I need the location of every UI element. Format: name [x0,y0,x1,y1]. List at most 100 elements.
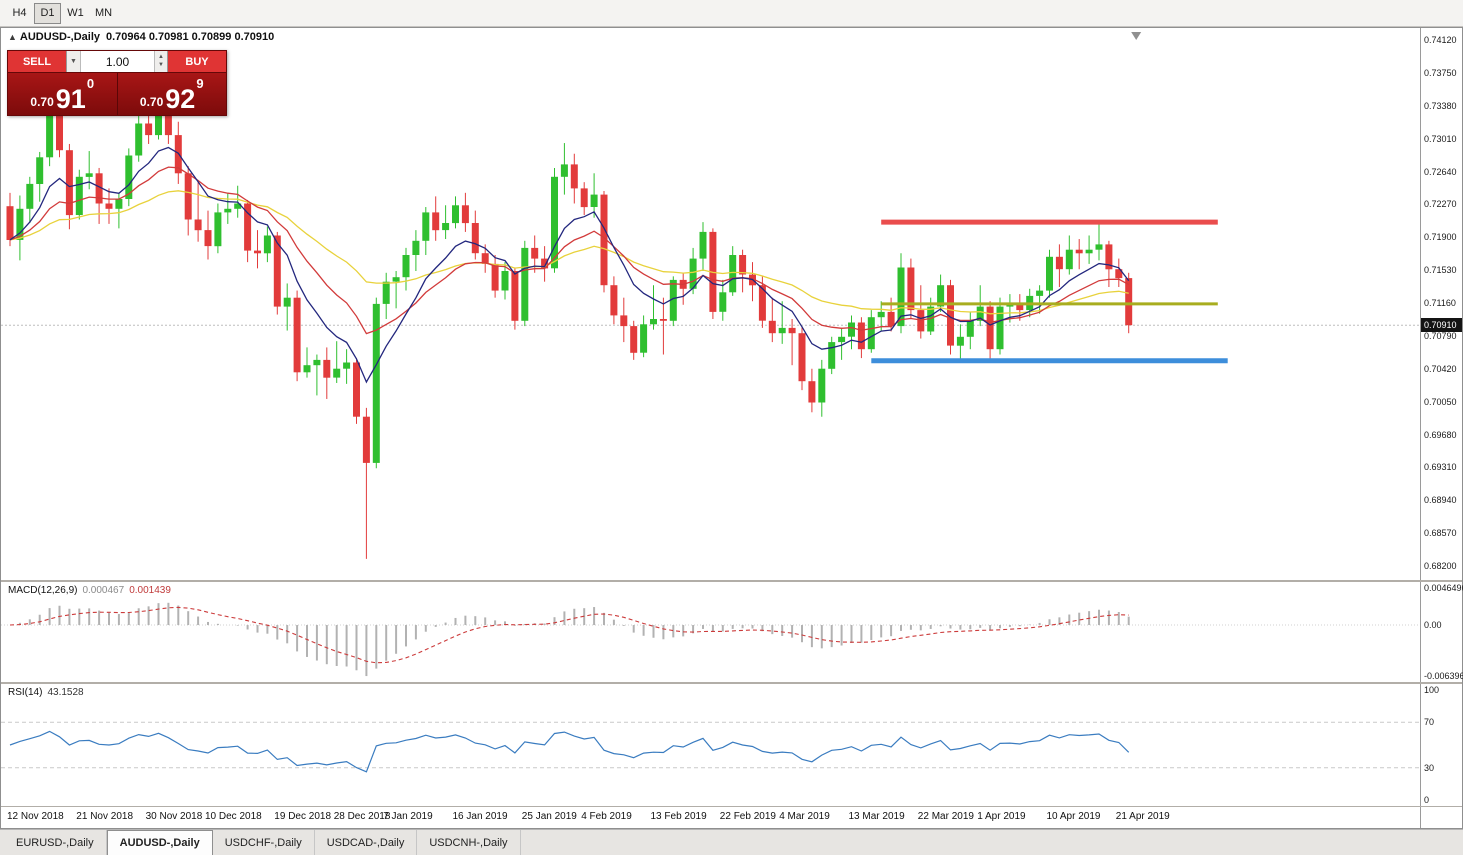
price-axis-label: 0.68570 [1424,528,1457,539]
time-axis-label: 28 Dec 2018 [333,811,391,822]
macd-axis-min-label: -0.0063965 [1424,671,1463,681]
macd-main-value: 0.000467 [82,585,125,596]
price-axis-label: 0.74120 [1424,35,1457,45]
chart-title: ▲ AUDUSD-,Daily 0.70964 0.70981 0.70899 0.… [8,31,274,43]
time-axis-label: 10 Dec 2018 [205,811,262,822]
chart-window: 0.74120 0.73750 0.73380 0.73010 0.72640 0.722… [0,27,1463,829]
time-axis-label: 21 Apr 2019 [1115,811,1170,822]
timeframe-toolbar: H4 D1 W1 MN [0,0,1463,27]
sell-price-sup: 0 [86,76,95,91]
rsi-axis-70-label: 70 [1424,717,1435,728]
volume-input[interactable] [81,51,154,72]
macd-plot[interactable] [1,582,1420,682]
time-axis-label: 7 Jan 2019 [383,811,433,822]
chart-ohlc-values: 0.70964 0.70981 0.70899 0.70910 [106,31,275,43]
tab-eurusd-daily[interactable]: EURUSD-,Daily [4,830,107,855]
time-axis-label: 4 Mar 2019 [779,811,830,822]
sell-price-big: 91 [55,84,86,115]
main-plot[interactable] [1,28,1420,580]
spinner-down-icon[interactable]: ▼ [158,61,164,68]
volume-spinner[interactable]: ▲ ▼ [154,51,168,72]
price-axis-label: 0.73750 [1424,67,1457,78]
price-axis-label: 0.70420 [1424,363,1457,374]
time-axis-label: 25 Jan 2019 [521,811,577,822]
chevron-down-icon: ▼ [70,58,77,65]
price-axis-label: 0.69680 [1424,429,1457,440]
sell-price[interactable]: 0.70 91 0 [8,73,117,115]
macd-axis-zero-label: 0.00 [1424,620,1442,631]
rsi-label: RSI(14) 43.1528 [8,687,84,698]
time-axis-label: 12 Nov 2018 [7,811,64,822]
time-axis-label: 13 Mar 2019 [848,811,905,822]
timeframe-mn-button[interactable]: MN [94,7,113,19]
spinner-up-icon[interactable]: ▲ [158,54,164,61]
price-axis-label: 0.73010 [1424,133,1457,144]
rsi-axis-30-label: 30 [1424,762,1435,773]
current-price-tag: 0.70910 [1421,318,1462,333]
price-axis-label: 0.71530 [1424,265,1457,276]
chart-shift-marker-icon[interactable] [1131,32,1142,40]
tick-up-icon: ▲ [8,32,17,42]
time-axis-label: 1 Apr 2019 [977,811,1026,822]
chart-tab-bar: EURUSD-,Daily AUDUSD-,Daily USDCHF-,Dail… [0,829,1463,855]
macd-canvas[interactable] [1,582,1420,682]
time-axis-label: 19 Dec 2018 [274,811,332,822]
rsi-panel: 100 70 30 0 RSI(14) 43.1528 [1,684,1462,807]
macd-axis[interactable]: 0.0046496 0.00 -0.0063965 [1420,582,1463,682]
price-axis-label: 0.68200 [1424,561,1457,571]
rsi-value: 43.1528 [47,687,84,698]
price-axis-label: 0.71900 [1424,232,1457,243]
rsi-indicator-name: RSI(14) [8,687,43,698]
axis-corner [1420,807,1462,828]
time-axis-label: 22 Mar 2019 [917,811,974,822]
time-axis-label: 13 Feb 2019 [650,811,707,822]
main-chart-canvas[interactable] [1,28,1420,580]
buy-price-sup: 9 [196,76,204,91]
price-panel: 0.74120 0.73750 0.73380 0.73010 0.72640 0.722… [1,28,1462,582]
tab-usdcnh-daily[interactable]: USDCNH-,Daily [417,830,521,855]
macd-label: MACD(12,26,9) 0.000467 0.001439 [8,585,171,596]
price-axis-label: 0.70790 [1424,330,1457,341]
price-axis-label: 0.71160 [1424,298,1456,308]
tab-usdcad-daily[interactable]: USDCAD-,Daily [315,830,418,855]
volume-dropdown-button[interactable]: ▼ [66,51,81,72]
price-axis[interactable]: 0.74120 0.73750 0.73380 0.73010 0.72640 0.722… [1420,28,1462,580]
timeframe-d1-button[interactable]: D1 [34,2,61,24]
rsi-axis-0-label: 0 [1424,795,1430,805]
price-axis-label: 0.72270 [1424,199,1457,210]
buy-price[interactable]: 0.70 92 9 [116,73,227,115]
macd-panel: 0.0046496 0.00 -0.0063965 MACD(12,26,9) 0.0… [1,582,1463,684]
time-axis[interactable]: 12 Nov 2018 21 Nov 2018 30 Nov 2018 10 Dec … [1,807,1462,828]
tab-usdchf-daily[interactable]: USDCHF-,Daily [213,830,315,855]
sell-price-prefix: 0.70 [30,95,54,110]
sell-button[interactable]: SELL [8,51,66,72]
tab-audusd-daily[interactable]: AUDUSD-,Daily [106,830,213,855]
time-axis-label: 22 Feb 2019 [719,811,776,822]
price-axis-label: 0.72640 [1424,166,1457,177]
time-axis-label: 10 Apr 2019 [1046,811,1101,822]
price-axis-label: 0.69310 [1424,462,1457,473]
time-axis-label: 4 Feb 2019 [581,811,632,822]
timeframe-w1-button[interactable]: W1 [67,7,84,19]
price-axis-label: 0.70050 [1424,396,1457,407]
price-axis-label: 0.68940 [1424,495,1457,506]
buy-button[interactable]: BUY [168,51,226,72]
rsi-canvas[interactable] [1,684,1420,806]
time-axis-label: 16 Jan 2019 [452,811,508,822]
price-axis-label: 0.73380 [1424,100,1457,111]
rsi-axis[interactable]: 100 70 30 0 [1420,684,1462,806]
rsi-plot[interactable] [1,684,1420,806]
time-axis-labels: 12 Nov 2018 21 Nov 2018 30 Nov 2018 10 Dec … [1,807,1420,828]
time-axis-label: 30 Nov 2018 [145,811,203,822]
buy-price-prefix: 0.70 [139,95,164,110]
macd-signal-value: 0.001439 [129,585,171,596]
chart-symbol-label: AUDUSD-,Daily [19,31,100,43]
trade-prices-row: 0.70 91 0 0.70 92 9 [8,73,226,115]
macd-axis-max-label: 0.0046496 [1424,583,1463,593]
rsi-axis-100-label: 100 [1424,685,1440,695]
macd-indicator-name: MACD(12,26,9) [8,585,78,596]
timeframe-h4-button[interactable]: H4 [12,7,27,19]
time-axis-label: 21 Nov 2018 [76,811,134,822]
